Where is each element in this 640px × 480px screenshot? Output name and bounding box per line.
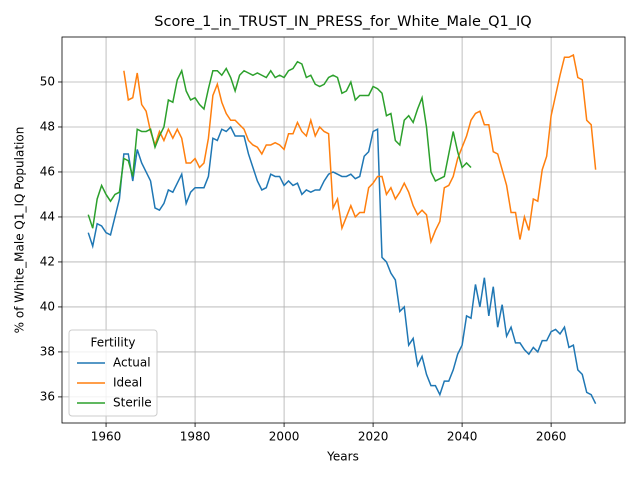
y-tick-label: 36 xyxy=(40,389,55,403)
y-tick-label: 50 xyxy=(40,74,55,88)
x-axis-label: Years xyxy=(326,450,359,464)
line xyxy=(87,60,472,229)
legend: Fertility Actual Ideal Sterile xyxy=(68,329,158,417)
x-tick-label: 1960 xyxy=(91,430,122,444)
legend-label: Actual xyxy=(113,356,151,370)
y-tick-label: 38 xyxy=(40,344,55,358)
y-axis-label: % of White_Male Q1_IQ Population xyxy=(13,127,27,334)
y-tick-label: 42 xyxy=(40,254,55,268)
y-tick-label: 46 xyxy=(40,164,55,178)
y-tick-label: 40 xyxy=(40,299,55,313)
x-tick-label: 2060 xyxy=(536,430,567,444)
y-tick-label: 48 xyxy=(40,119,55,133)
legend-label: Sterile xyxy=(113,396,152,410)
x-tick-label: 2020 xyxy=(358,430,389,444)
plot-frame xyxy=(61,36,626,424)
x-tick-label: 2000 xyxy=(269,430,300,444)
line xyxy=(123,53,597,245)
line xyxy=(87,125,597,404)
x-tick-label: 2040 xyxy=(447,430,478,444)
x-tick-label: 1980 xyxy=(180,430,211,444)
chart-title: Score_1_in_TRUST_IN_PRESS_for_White_Male… xyxy=(154,14,531,30)
y-tick-label: 44 xyxy=(40,209,55,223)
legend-box xyxy=(68,329,158,417)
legend-title: Fertility xyxy=(90,336,135,350)
legend-label: Ideal xyxy=(113,376,142,390)
